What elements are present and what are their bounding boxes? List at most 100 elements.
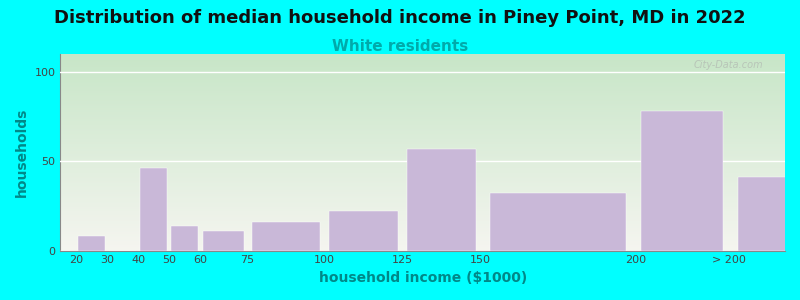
Bar bbox=[140, 168, 167, 250]
Bar bbox=[61, 216, 785, 217]
Bar bbox=[61, 164, 785, 165]
Bar bbox=[61, 181, 785, 182]
Bar bbox=[61, 82, 785, 83]
Bar bbox=[61, 221, 785, 222]
Bar bbox=[61, 183, 785, 184]
Bar bbox=[61, 234, 785, 235]
Bar bbox=[61, 189, 785, 190]
Bar bbox=[61, 229, 785, 230]
Bar bbox=[61, 177, 785, 178]
Bar bbox=[61, 178, 785, 179]
Bar bbox=[61, 175, 785, 176]
Bar bbox=[61, 57, 785, 58]
Bar bbox=[61, 127, 785, 128]
Bar bbox=[61, 139, 785, 140]
Bar bbox=[61, 95, 785, 96]
Bar bbox=[61, 142, 785, 143]
Bar bbox=[61, 101, 785, 102]
Bar bbox=[61, 222, 785, 223]
Bar bbox=[61, 128, 785, 129]
Bar bbox=[61, 66, 785, 67]
Bar bbox=[61, 118, 785, 119]
Bar bbox=[61, 150, 785, 151]
Bar bbox=[61, 135, 785, 136]
Bar bbox=[61, 125, 785, 126]
Bar bbox=[61, 153, 785, 154]
Bar bbox=[203, 231, 244, 250]
Bar bbox=[61, 159, 785, 160]
Bar bbox=[61, 213, 785, 214]
Bar bbox=[61, 115, 785, 116]
Bar bbox=[61, 123, 785, 124]
Bar bbox=[61, 126, 785, 127]
Bar bbox=[61, 196, 785, 197]
Text: Distribution of median household income in Piney Point, MD in 2022: Distribution of median household income … bbox=[54, 9, 746, 27]
Bar bbox=[61, 84, 785, 85]
Bar bbox=[61, 232, 785, 233]
Bar bbox=[61, 169, 785, 170]
Bar bbox=[61, 110, 785, 111]
Bar bbox=[171, 226, 198, 250]
Bar bbox=[61, 124, 785, 125]
Bar bbox=[61, 72, 785, 73]
Bar bbox=[61, 108, 785, 109]
Bar bbox=[61, 166, 785, 167]
Bar bbox=[61, 62, 785, 63]
Bar bbox=[61, 119, 785, 120]
Text: White residents: White residents bbox=[332, 39, 468, 54]
Bar bbox=[61, 227, 785, 228]
Bar bbox=[61, 207, 785, 208]
Bar bbox=[61, 161, 785, 162]
Bar bbox=[61, 179, 785, 180]
Bar bbox=[61, 134, 785, 135]
Bar bbox=[61, 73, 785, 74]
Bar bbox=[61, 206, 785, 207]
Bar bbox=[61, 74, 785, 75]
Bar bbox=[61, 59, 785, 60]
Bar bbox=[61, 186, 785, 187]
Bar bbox=[61, 208, 785, 209]
Bar bbox=[61, 230, 785, 231]
Bar bbox=[61, 240, 785, 241]
Bar bbox=[61, 209, 785, 210]
Bar bbox=[61, 98, 785, 99]
Bar bbox=[61, 197, 785, 198]
Bar bbox=[61, 243, 785, 244]
Bar bbox=[61, 111, 785, 112]
Bar bbox=[61, 105, 785, 106]
Bar bbox=[490, 194, 626, 250]
Bar bbox=[61, 106, 785, 107]
Bar bbox=[61, 165, 785, 166]
Bar bbox=[61, 79, 785, 80]
Bar bbox=[61, 202, 785, 203]
Bar bbox=[61, 246, 785, 247]
Bar bbox=[61, 160, 785, 161]
Bar bbox=[61, 97, 785, 98]
Bar bbox=[61, 155, 785, 156]
Bar bbox=[61, 231, 785, 232]
Bar bbox=[61, 116, 785, 117]
Bar bbox=[61, 83, 785, 84]
Bar bbox=[61, 191, 785, 192]
Bar bbox=[642, 111, 723, 250]
Bar bbox=[61, 239, 785, 240]
Bar bbox=[61, 211, 785, 212]
Bar bbox=[61, 248, 785, 249]
Bar bbox=[61, 204, 785, 205]
Bar bbox=[61, 205, 785, 206]
Bar bbox=[61, 85, 785, 86]
Bar bbox=[61, 56, 785, 57]
Bar bbox=[61, 172, 785, 173]
Bar bbox=[61, 93, 785, 94]
Bar bbox=[61, 61, 785, 62]
Bar bbox=[61, 235, 785, 236]
Bar bbox=[61, 64, 785, 65]
Bar bbox=[61, 194, 785, 195]
Bar bbox=[61, 65, 785, 66]
Bar bbox=[61, 249, 785, 250]
Bar bbox=[61, 60, 785, 61]
Bar bbox=[61, 147, 785, 148]
Bar bbox=[61, 176, 785, 177]
Bar bbox=[61, 223, 785, 224]
Bar bbox=[61, 117, 785, 118]
